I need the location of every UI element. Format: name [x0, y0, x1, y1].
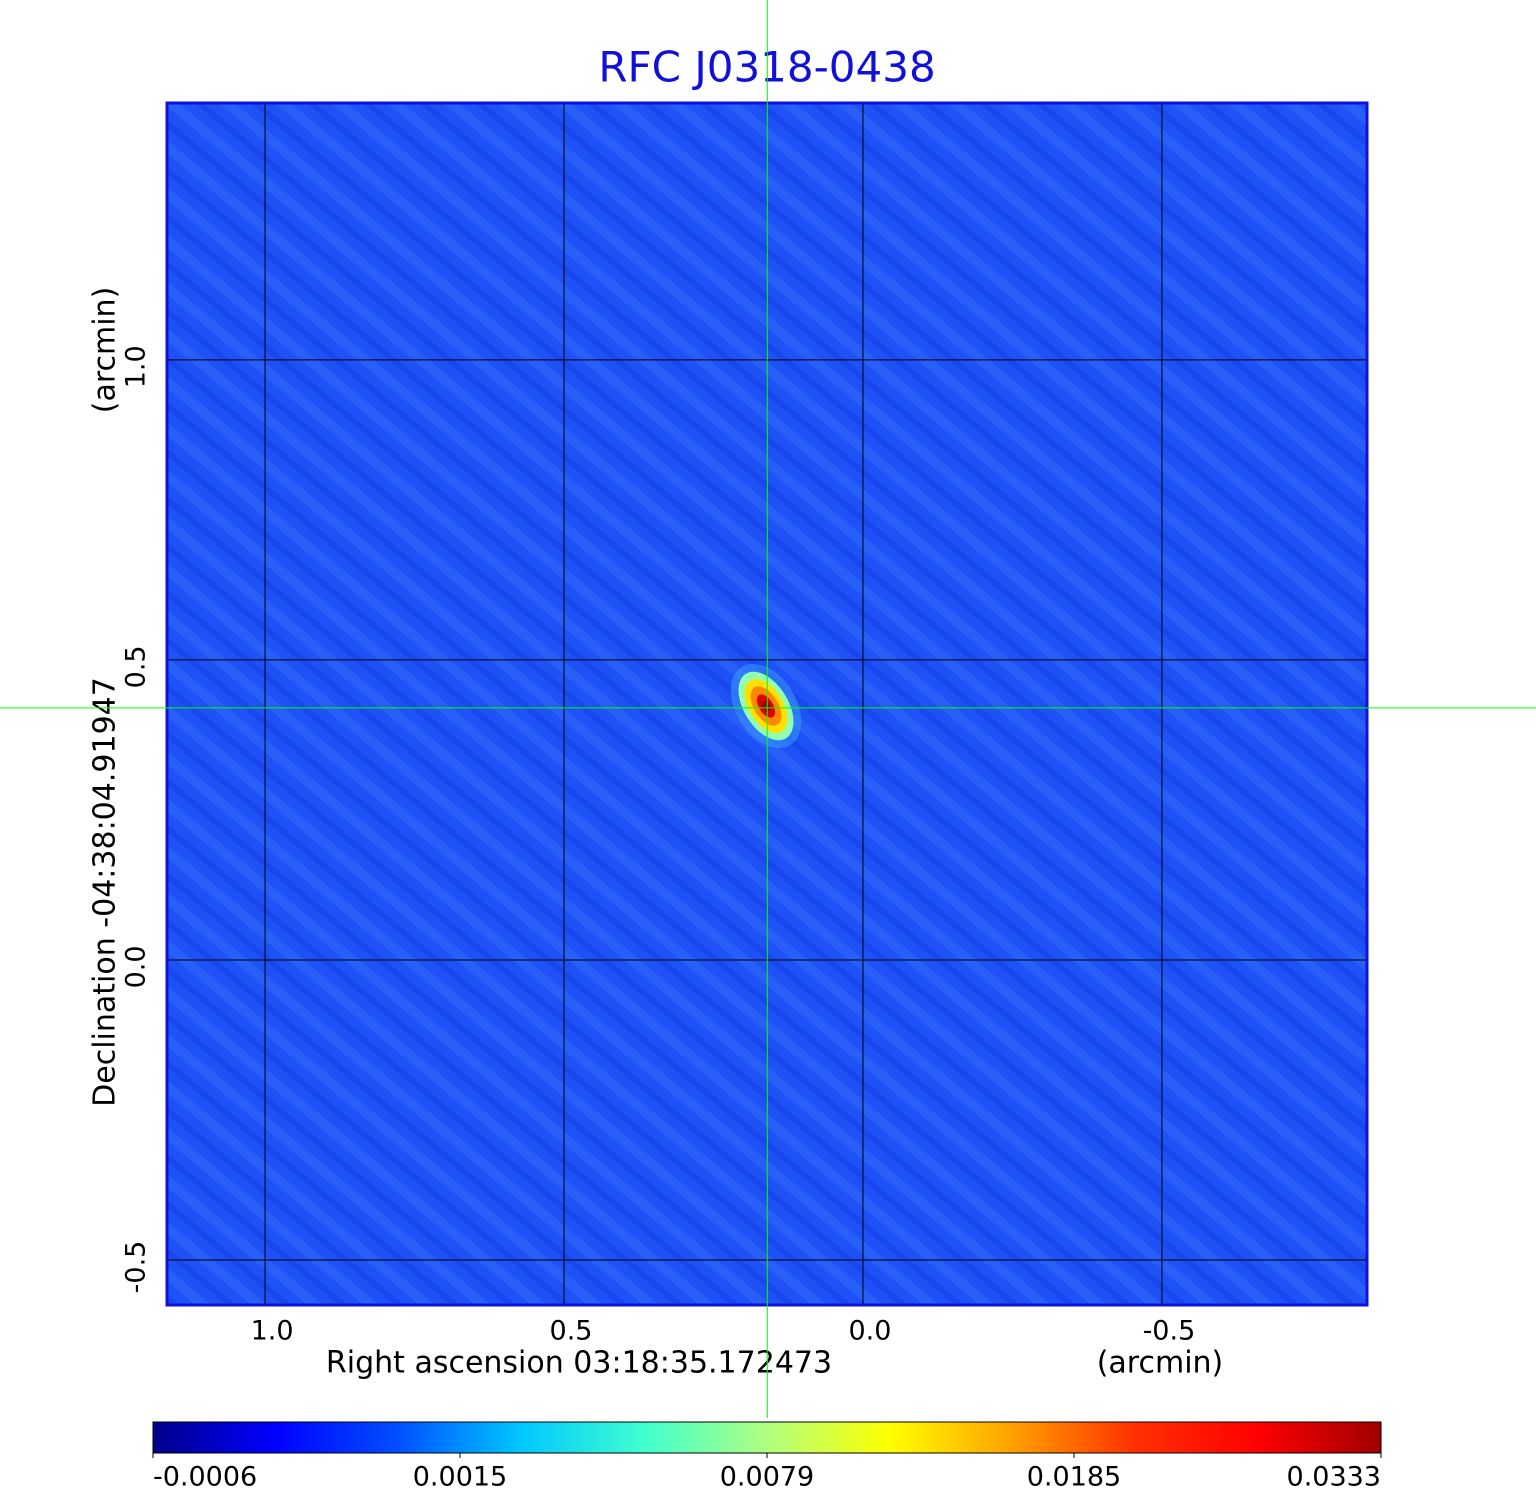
colorbar-tick-label: 0.0079 [720, 1462, 814, 1493]
y-axis-unit: (arcmin) [88, 287, 123, 414]
source [730, 663, 802, 749]
colorbar-tick-label: 0.0333 [1287, 1462, 1381, 1493]
colorbar-tick-label: 0.0015 [413, 1462, 507, 1493]
colorbar-tick-label: 0.0185 [1027, 1462, 1121, 1493]
y-tick-label: 0.5 [121, 645, 152, 688]
x-tick-label: -0.5 [1143, 1316, 1196, 1347]
x-axis-title: Right ascension 03:18:35.172473 [326, 1346, 832, 1381]
x-tick-label: 0.5 [550, 1316, 593, 1347]
x-tick-label: 0.0 [848, 1316, 891, 1347]
colorbar [152, 1421, 1382, 1454]
y-tick-label: -0.5 [121, 1241, 152, 1294]
x-tick-label: 1.0 [251, 1316, 294, 1347]
x-axis-unit: (arcmin) [1097, 1346, 1224, 1381]
colorbar-tick-label: -0.0006 [153, 1462, 257, 1493]
y-tick-label: 1.0 [121, 345, 152, 388]
y-axis-title: Declination -04:38:04.91947 [88, 677, 123, 1107]
y-tick-label: 0.0 [121, 945, 152, 988]
